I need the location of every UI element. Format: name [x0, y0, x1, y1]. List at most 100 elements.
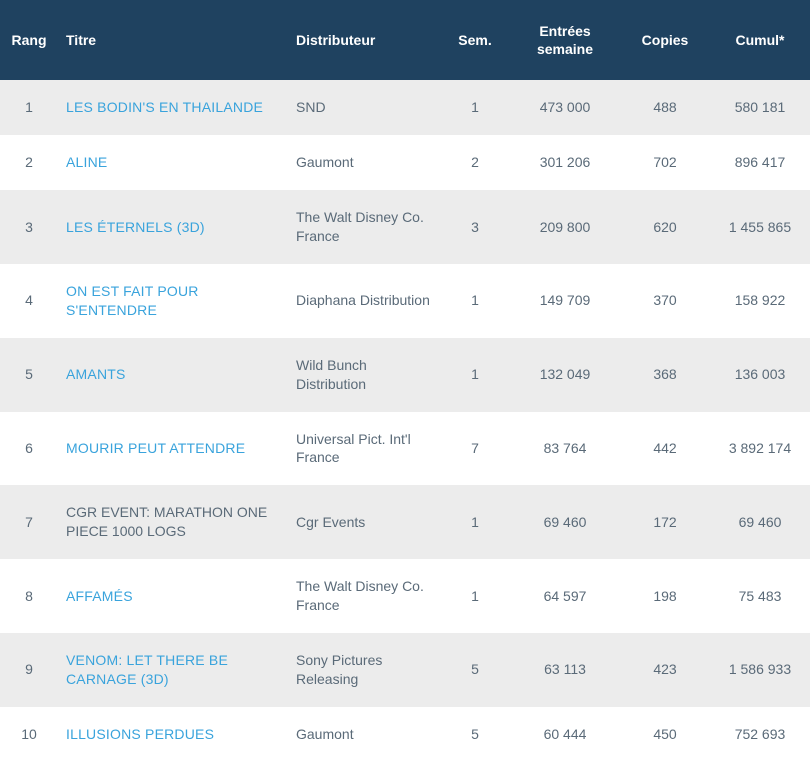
table-row: 9VENOM: LET THERE BE CARNAGE (3D) Sony Pi…	[0, 633, 810, 707]
cell-distributor: Universal Pict. Int'l France	[288, 412, 440, 486]
cell-rank: 4	[0, 264, 58, 338]
movie-title-link[interactable]: AFFAMÉS	[66, 588, 133, 604]
cell-rank: 5	[0, 338, 58, 412]
cell-rank: 2	[0, 135, 58, 190]
cell-entries: 69 460	[510, 485, 620, 559]
cell-entries: 149 709	[510, 264, 620, 338]
table-row: 1LES BODIN'S EN THAiLANDESND1473 0004885…	[0, 80, 810, 135]
movie-title-link[interactable]: LES BODIN'S EN THAiLANDE	[66, 99, 263, 115]
cell-cumul: 69 460	[710, 485, 810, 559]
cell-title: ALINE	[58, 135, 288, 190]
cell-rank: 6	[0, 412, 58, 486]
cell-rank: 8	[0, 559, 58, 633]
cell-title: LES ÉTERNELS (3D)	[58, 190, 288, 264]
table-header: Rang Titre Distributeur Sem. Entrées sem…	[0, 0, 810, 80]
header-distributor: Distributeur	[288, 0, 440, 80]
cell-copies: 172	[620, 485, 710, 559]
cell-cumul: 896 417	[710, 135, 810, 190]
cell-distributor: Wild Bunch Distribution	[288, 338, 440, 412]
cell-week: 1	[440, 559, 510, 633]
table-body: 1LES BODIN'S EN THAiLANDESND1473 0004885…	[0, 80, 810, 761]
cell-entries: 83 764	[510, 412, 620, 486]
movie-title-text: CGR EVENT: MARATHON ONE PIECE 1000 LOGS	[66, 504, 267, 539]
cell-cumul: 580 181	[710, 80, 810, 135]
table-row: 5 AMANTS Wild Bunch Distribution1132 04936…	[0, 338, 810, 412]
cell-week: 2	[440, 135, 510, 190]
table-row: 7CGR EVENT: MARATHON ONE PIECE 1000 LOGS…	[0, 485, 810, 559]
cell-distributor: The Walt Disney Co. France	[288, 190, 440, 264]
header-week: Sem.	[440, 0, 510, 80]
cell-copies: 620	[620, 190, 710, 264]
cell-cumul: 3 892 174	[710, 412, 810, 486]
table-row: 4ON EST FAIT POUR S'ENTENDRE Diaphana Dis…	[0, 264, 810, 338]
boxoffice-table: Rang Titre Distributeur Sem. Entrées sem…	[0, 0, 810, 762]
cell-entries: 60 444	[510, 707, 620, 762]
cell-copies: 488	[620, 80, 710, 135]
cell-copies: 368	[620, 338, 710, 412]
cell-copies: 370	[620, 264, 710, 338]
movie-title-link[interactable]: ON EST FAIT POUR S'ENTENDRE	[66, 283, 199, 318]
cell-rank: 10	[0, 707, 58, 762]
cell-entries: 132 049	[510, 338, 620, 412]
header-cumul: Cumul*	[710, 0, 810, 80]
cell-cumul: 136 003	[710, 338, 810, 412]
cell-week: 5	[440, 707, 510, 762]
table-row: 3 LES ÉTERNELS (3D) The Walt Disney Co. Fr…	[0, 190, 810, 264]
cell-distributor: Diaphana Distribution	[288, 264, 440, 338]
movie-title-link[interactable]: VENOM: LET THERE BE CARNAGE (3D)	[66, 652, 228, 687]
cell-distributor: Gaumont	[288, 135, 440, 190]
cell-week: 1	[440, 338, 510, 412]
header-copies: Copies	[620, 0, 710, 80]
cell-week: 1	[440, 264, 510, 338]
movie-title-link[interactable]: LES ÉTERNELS (3D)	[66, 219, 205, 235]
cell-title: AMANTS	[58, 338, 288, 412]
cell-distributor: SND	[288, 80, 440, 135]
cell-entries: 209 800	[510, 190, 620, 264]
cell-week: 7	[440, 412, 510, 486]
cell-copies: 702	[620, 135, 710, 190]
cell-title: AFFAMÉS	[58, 559, 288, 633]
cell-entries: 301 206	[510, 135, 620, 190]
cell-distributor: Cgr Events	[288, 485, 440, 559]
movie-title-link[interactable]: ILLUSIONS PERDUES	[66, 726, 214, 742]
cell-cumul: 1 586 933	[710, 633, 810, 707]
cell-distributor: Gaumont	[288, 707, 440, 762]
cell-entries: 64 597	[510, 559, 620, 633]
table-row: 6 MOURIR PEUT ATTENDRE Universal Pict. Int…	[0, 412, 810, 486]
movie-title-link[interactable]: MOURIR PEUT ATTENDRE	[66, 440, 245, 456]
table-row: 2ALINEGaumont2301 206702896 417	[0, 135, 810, 190]
cell-cumul: 75 483	[710, 559, 810, 633]
cell-copies: 442	[620, 412, 710, 486]
cell-entries: 63 113	[510, 633, 620, 707]
cell-copies: 450	[620, 707, 710, 762]
cell-week: 5	[440, 633, 510, 707]
cell-week: 3	[440, 190, 510, 264]
cell-title: MOURIR PEUT ATTENDRE	[58, 412, 288, 486]
cell-entries: 473 000	[510, 80, 620, 135]
cell-rank: 7	[0, 485, 58, 559]
movie-title-link[interactable]: AMANTS	[66, 366, 126, 382]
cell-title: CGR EVENT: MARATHON ONE PIECE 1000 LOGS	[58, 485, 288, 559]
cell-distributor: The Walt Disney Co. France	[288, 559, 440, 633]
header-entries: Entrées semaine	[510, 0, 620, 80]
cell-copies: 423	[620, 633, 710, 707]
cell-title: ON EST FAIT POUR S'ENTENDRE	[58, 264, 288, 338]
cell-cumul: 158 922	[710, 264, 810, 338]
cell-title: ILLUSIONS PERDUES	[58, 707, 288, 762]
cell-week: 1	[440, 80, 510, 135]
cell-distributor: Sony Pictures Releasing	[288, 633, 440, 707]
cell-cumul: 1 455 865	[710, 190, 810, 264]
header-rank: Rang	[0, 0, 58, 80]
cell-rank: 1	[0, 80, 58, 135]
table-row: 10 ILLUSIONS PERDUES Gaumont560 444450752 …	[0, 707, 810, 762]
movie-title-link[interactable]: ALINE	[66, 154, 107, 170]
cell-cumul: 752 693	[710, 707, 810, 762]
cell-week: 1	[440, 485, 510, 559]
cell-rank: 3	[0, 190, 58, 264]
table-row: 8 AFFAMÉS The Walt Disney Co. France164 59…	[0, 559, 810, 633]
cell-title: LES BODIN'S EN THAiLANDE	[58, 80, 288, 135]
cell-title: VENOM: LET THERE BE CARNAGE (3D)	[58, 633, 288, 707]
header-title: Titre	[58, 0, 288, 80]
cell-copies: 198	[620, 559, 710, 633]
cell-rank: 9	[0, 633, 58, 707]
